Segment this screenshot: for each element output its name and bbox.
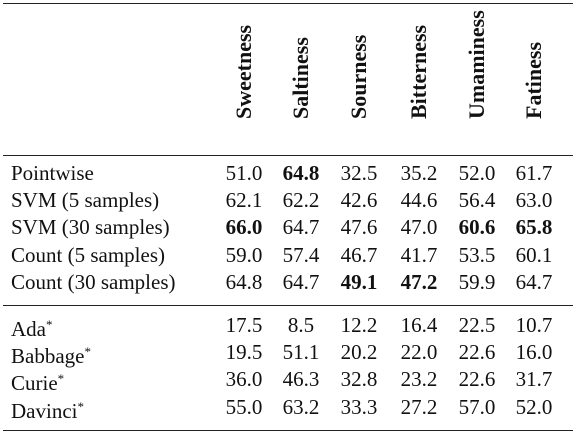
table-cell-umaminess: 22.6 — [458, 340, 496, 365]
column-header-sourness: Sourness — [331, 11, 387, 141]
column-header-bitterness: Bitterness — [391, 11, 447, 141]
row-label-text: Babbage — [11, 344, 85, 369]
table-cell-umaminess: 22.5 — [458, 313, 496, 337]
row-label: Curie* — [11, 366, 64, 396]
table-cell-umaminess: 57.0 — [458, 394, 496, 419]
table-cell-fatiness: 61.7 — [515, 161, 553, 185]
table-cell-umaminess: 22.6 — [458, 367, 496, 392]
column-header-label: Saltiness — [288, 37, 313, 119]
row-label: Count (30 samples) — [11, 269, 175, 295]
row-label-text: Count (30 samples) — [11, 269, 176, 294]
column-header-label: Bitterness — [406, 24, 431, 119]
table-cell-sourness: 20.2 — [340, 340, 378, 365]
row-label: SVM (30 samples) — [11, 214, 170, 240]
table-cell-sourness: 49.1 — [340, 269, 378, 294]
table-cell-sourness: 33.3 — [340, 394, 378, 419]
table-cell-sweetness: 55.0 — [225, 394, 263, 419]
table-cell-sweetness: 62.1 — [225, 188, 263, 213]
table-cell-bitterness: 23.2 — [400, 367, 438, 392]
table-cell-umaminess: 53.5 — [458, 242, 496, 267]
table-cell-saltiness: 57.4 — [282, 242, 320, 267]
column-header-fatiness: Fatiness — [506, 11, 562, 141]
table-cell-sourness: 32.8 — [340, 367, 378, 392]
table-cell-sweetness: 64.8 — [225, 269, 263, 294]
row-label-text: Count (5 samples) — [11, 242, 165, 267]
table-cell-bitterness: 41.7 — [400, 242, 438, 267]
table-cell-sourness: 42.6 — [340, 188, 378, 213]
table-cell-fatiness: 52.0 — [515, 394, 553, 419]
table-cell-fatiness: 64.7 — [515, 269, 553, 294]
row-label-text: SVM (5 samples) — [11, 188, 160, 213]
table-cell-saltiness: 64.8 — [282, 161, 320, 185]
table-cell-fatiness: 65.8 — [515, 215, 553, 240]
table-cell-fatiness: 31.7 — [515, 367, 553, 392]
table-cell-fatiness: 63.0 — [515, 188, 553, 213]
table-cell-saltiness: 63.2 — [282, 394, 320, 419]
table-cell-saltiness: 64.7 — [282, 215, 320, 240]
row-label: SVM (5 samples) — [11, 187, 159, 213]
table-cell-sourness: 32.5 — [340, 161, 378, 185]
row-label: Pointwise — [11, 160, 94, 186]
table-cell-saltiness: 51.1 — [282, 340, 320, 365]
table-cell-saltiness: 64.7 — [282, 269, 320, 294]
table-cell-sourness: 46.7 — [340, 242, 378, 267]
row-label: Babbage* — [11, 339, 91, 369]
asterisk-mark: * — [46, 317, 53, 332]
column-header-sweetness: Sweetness — [216, 11, 272, 141]
row-label-text: Pointwise — [11, 161, 94, 185]
table-cell-bitterness: 22.0 — [400, 340, 438, 365]
row-label: Davinci* — [11, 394, 84, 424]
table-cell-sweetness: 19.5 — [225, 340, 263, 365]
table-cell-fatiness: 10.7 — [515, 313, 553, 337]
row-label-text: Davinci — [11, 398, 78, 423]
results-table: Sweetness Saltiness Sourness Bitterness Umam… — [3, 3, 573, 431]
column-header-label: Umaminess — [464, 10, 489, 119]
table-cell-saltiness: 46.3 — [282, 367, 320, 392]
table-cell-sweetness: 36.0 — [225, 367, 263, 392]
table-cell-sweetness: 17.5 — [225, 313, 263, 337]
table-cell-saltiness: 62.2 — [282, 188, 320, 213]
column-header-saltiness: Saltiness — [273, 11, 329, 141]
table-cell-sweetness: 51.0 — [225, 161, 263, 185]
table-cell-sourness: 47.6 — [340, 215, 378, 240]
asterisk-mark: * — [84, 344, 91, 360]
group-separator — [3, 305, 573, 306]
asterisk-mark: * — [57, 371, 65, 387]
table-cell-fatiness: 16.0 — [515, 340, 553, 365]
table-cell-sweetness: 59.0 — [225, 242, 263, 267]
table-cell-umaminess: 60.6 — [458, 215, 496, 240]
table-cell-bitterness: 44.6 — [400, 188, 438, 213]
table-header: Sweetness Saltiness Sourness Bitterness Umam… — [3, 4, 573, 156]
column-header-label: Sweetness — [231, 24, 256, 119]
table-cell-umaminess: 59.9 — [458, 269, 496, 294]
table-cell-fatiness: 60.1 — [515, 242, 553, 267]
row-label-text: SVM (30 samples) — [11, 215, 170, 240]
table-cell-umaminess: 52.0 — [458, 161, 496, 185]
table-cell-sourness: 12.2 — [340, 313, 378, 337]
table-cell-umaminess: 56.4 — [458, 188, 496, 213]
table-cell-bitterness: 35.2 — [400, 161, 438, 185]
column-header-umaminess: Umaminess — [449, 10, 505, 141]
row-label: Ada* — [11, 312, 53, 342]
column-header-label: Sourness — [346, 34, 371, 119]
row-label: Count (5 samples) — [11, 242, 165, 268]
table-cell-bitterness: 16.4 — [400, 313, 438, 337]
column-header-label: Fatiness — [521, 42, 546, 119]
asterisk-mark: * — [77, 398, 84, 414]
table-cell-bitterness: 27.2 — [400, 394, 438, 419]
row-label-text: Curie — [11, 371, 58, 396]
table-cell-saltiness: 8.5 — [287, 313, 315, 337]
table-cell-sweetness: 66.0 — [225, 215, 263, 240]
table-cell-bitterness: 47.2 — [400, 269, 438, 294]
table-cell-bitterness: 47.0 — [400, 215, 438, 240]
row-label-text: Ada — [11, 317, 46, 341]
